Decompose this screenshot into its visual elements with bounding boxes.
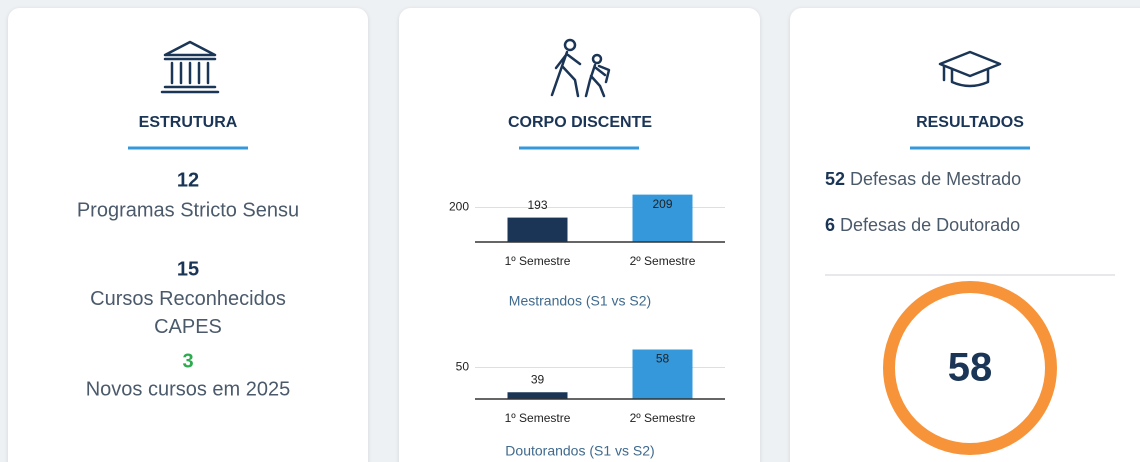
result-label: Defesas de Mestrado bbox=[850, 169, 1021, 189]
item-value: 3 bbox=[182, 350, 193, 372]
bar bbox=[507, 217, 568, 242]
graduation-icon bbox=[938, 50, 1002, 88]
item-value: 12 bbox=[177, 169, 199, 191]
bar bbox=[507, 392, 568, 399]
bar bbox=[632, 194, 693, 242]
card bbox=[790, 8, 1140, 462]
highlight-value: 58 bbox=[948, 346, 993, 390]
card-title: CORPO DISCENTE bbox=[508, 114, 652, 131]
chart-caption: Doutorandos (S1 vs S2) bbox=[505, 443, 654, 459]
students-icon bbox=[550, 38, 611, 98]
item-value: 15 bbox=[177, 258, 199, 280]
card-title: ESTRUTURA bbox=[139, 114, 238, 131]
result-value: 6 bbox=[825, 215, 835, 235]
highlight-ring bbox=[883, 281, 1057, 455]
card-title: RESULTADOS bbox=[916, 114, 1024, 131]
x-tick-label: 2º Semestre bbox=[630, 411, 696, 425]
bar-value-label: 58 bbox=[656, 352, 670, 366]
chart-caption: Mestrandos (S1 vs S2) bbox=[509, 293, 651, 309]
x-tick-label: 2º Semestre bbox=[630, 254, 696, 268]
bar bbox=[632, 349, 693, 399]
bar-value-label: 209 bbox=[652, 197, 672, 211]
card bbox=[399, 8, 760, 462]
result-item: 6 Defesas de Doutorado bbox=[825, 215, 1020, 235]
card bbox=[8, 8, 368, 462]
item-label: Cursos Reconhecidos CAPES bbox=[90, 288, 286, 338]
x-tick-label: 1º Semestre bbox=[505, 411, 571, 425]
bar-value-label: 193 bbox=[527, 198, 547, 212]
y-tick-label: 200 bbox=[449, 200, 469, 214]
x-tick-label: 1º Semestre bbox=[505, 254, 571, 268]
bank-icon bbox=[160, 40, 220, 94]
y-tick-label: 50 bbox=[456, 360, 470, 374]
item-label: Programas Stricto Sensu bbox=[77, 199, 299, 221]
item-label: Novos cursos em 2025 bbox=[86, 378, 291, 400]
bar-value-label: 39 bbox=[531, 372, 545, 386]
result-label: Defesas de Doutorado bbox=[840, 215, 1020, 235]
result-item: 52 Defesas de Mestrado bbox=[825, 169, 1021, 189]
result-value: 52 bbox=[825, 169, 845, 189]
